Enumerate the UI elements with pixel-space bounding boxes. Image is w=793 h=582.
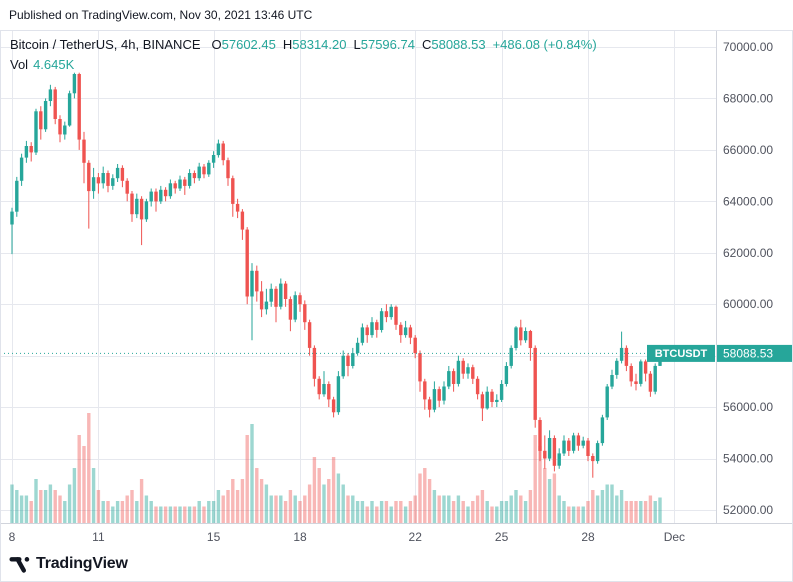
low-label: L — [353, 37, 361, 52]
grid-lines — [0, 30, 716, 523]
volume-bars — [10, 413, 662, 523]
time-axis-label[interactable]: Dec — [664, 530, 685, 544]
time-axis-label[interactable]: 8 — [9, 530, 16, 544]
price-axis-label[interactable]: 62000.00 — [723, 246, 773, 260]
tradingview-logo-icon[interactable] — [9, 554, 30, 574]
chart-svg[interactable]: 70000.00 68000.00 66000.00 64000.00 62000.00… — [0, 30, 793, 582]
legend: Bitcoin / TetherUS, 4h, BINANCE O57602.45… — [10, 35, 597, 75]
tradingview-wordmark[interactable]: TradingView — [36, 555, 128, 572]
price-axis-label[interactable]: 60000.00 — [723, 297, 773, 311]
published-bar: Published on TradingView.com, Nov 30, 20… — [0, 0, 793, 30]
legend-row-symbol: Bitcoin / TetherUS, 4h, BINANCE O57602.45… — [10, 35, 597, 55]
price-axis-label[interactable]: 64000.00 — [723, 194, 773, 208]
volume-value: 4.645K — [33, 57, 75, 72]
time-axis-label[interactable]: 18 — [293, 530, 307, 544]
published-text: Published on TradingView.com, Nov 30, 20… — [9, 8, 313, 22]
open-label: O — [211, 37, 222, 52]
last-price-badges: BTCUSDT 58088.53 — [647, 344, 792, 362]
price-axis-label[interactable]: 70000.00 — [723, 40, 773, 54]
candles — [10, 72, 662, 478]
volume-label: Vol — [10, 57, 29, 72]
price-axis-label[interactable]: 54000.00 — [723, 452, 773, 466]
legend-row-volume: Vol 4.645K — [10, 55, 597, 75]
footer: TradingView — [9, 554, 128, 574]
price-axis-label[interactable]: 68000.00 — [723, 91, 773, 105]
price-axis-label[interactable]: 56000.00 — [723, 400, 773, 414]
time-axis-label[interactable]: 15 — [207, 530, 221, 544]
time-axis-label[interactable]: 25 — [495, 530, 509, 544]
open-value: 57602.45 — [221, 37, 276, 52]
close-value: 58088.53 — [431, 37, 486, 52]
price-badge-text: 58088.53 — [723, 346, 773, 360]
price-badge — [717, 344, 792, 362]
close-label: C — [421, 37, 432, 52]
price-axis-label[interactable]: 52000.00 — [723, 503, 773, 517]
high-label: H — [282, 37, 293, 52]
chart-widget: 70000.00 68000.00 66000.00 64000.00 62000.00… — [0, 30, 793, 582]
low-value: 57596.74 — [360, 37, 415, 52]
symbol-badge-text: BTCUSDT — [655, 348, 708, 360]
symbol-badge — [647, 344, 715, 362]
price-axis-label[interactable]: 66000.00 — [723, 143, 773, 157]
high-value: 58314.20 — [292, 37, 347, 52]
time-axis-label[interactable]: 28 — [581, 530, 595, 544]
change-value: +486.08 (+0.84%) — [492, 37, 597, 52]
symbol-title: Bitcoin / TetherUS, 4h, BINANCE — [10, 37, 201, 52]
time-axis-label[interactable]: 22 — [409, 530, 423, 544]
time-axis-label[interactable]: 11 — [92, 530, 105, 544]
